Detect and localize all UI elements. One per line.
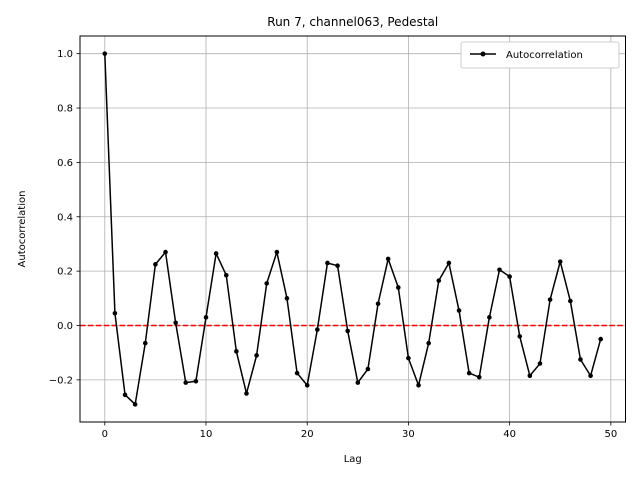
data-point [446, 260, 452, 266]
data-point [537, 361, 543, 366]
data-point [588, 373, 593, 379]
x-tick-label: 50 [604, 429, 617, 440]
data-point [527, 373, 533, 379]
data-point [284, 296, 290, 301]
data-point [568, 298, 573, 304]
data-point [223, 272, 229, 278]
data-point [122, 392, 128, 398]
data-point [426, 340, 431, 346]
data-point [416, 383, 421, 388]
y-tick-label: 0.4 [57, 212, 73, 223]
data-point [385, 256, 391, 262]
x-tick-label: 10 [200, 429, 213, 440]
data-point [163, 249, 168, 255]
data-series [102, 51, 604, 407]
chart-title: Run 7, channel063, Pedestal [267, 15, 438, 29]
x-tick-label: 30 [402, 429, 415, 440]
data-point [406, 355, 411, 361]
data-point [365, 366, 371, 372]
data-point [517, 334, 523, 339]
data-point [375, 301, 381, 307]
y-tick-label: 0.8 [57, 104, 73, 115]
data-point [153, 262, 158, 267]
data-point [335, 263, 340, 268]
data-point [102, 51, 108, 56]
data-point [112, 310, 118, 316]
y-tick-label: 0.2 [57, 267, 73, 278]
data-point [132, 402, 138, 407]
data-point [476, 374, 482, 380]
data-point [203, 315, 209, 320]
data-point [244, 391, 249, 396]
legend-marker-sample [480, 51, 486, 57]
data-point [274, 249, 280, 255]
y-axis-label: Autocorrelation [17, 191, 28, 268]
data-point [264, 281, 270, 286]
data-point [234, 349, 239, 354]
legend: Autocorrelation [460, 41, 620, 69]
data-point [578, 357, 583, 362]
data-point [355, 380, 361, 385]
plot-frame [79, 35, 626, 423]
y-tick-label: 0.6 [57, 158, 73, 169]
x-axis-label: Lag [344, 454, 362, 465]
data-point [345, 328, 350, 334]
x-tick-label: 0 [102, 429, 108, 440]
data-point [173, 320, 178, 326]
data-point [183, 380, 189, 385]
data-point [304, 383, 310, 388]
x-tick-label: 40 [503, 429, 516, 440]
data-point [598, 336, 604, 342]
data-point [436, 278, 442, 283]
y-tick-label: 1.0 [57, 49, 73, 60]
data-point [466, 370, 472, 376]
data-point [507, 274, 512, 279]
data-point [325, 260, 330, 266]
y-axis-ticks: −0.2 0.0 0.2 0.4 0.6 0.8 1.0 [49, 49, 80, 386]
data-point [487, 315, 492, 320]
data-point [315, 327, 320, 332]
y-tick-label: 0.0 [57, 321, 73, 332]
data-point [193, 378, 199, 384]
data-point [497, 267, 502, 273]
data-point [456, 308, 462, 313]
legend-label: Autocorrelation [506, 50, 583, 61]
x-axis-ticks: 0 10 20 30 40 50 [102, 422, 617, 440]
data-point [213, 251, 219, 256]
legend-box [460, 41, 620, 69]
y-tick-label: −0.2 [49, 375, 73, 386]
data-point [142, 340, 148, 346]
data-point [557, 259, 563, 264]
data-point [294, 370, 300, 376]
x-tick-label: 20 [301, 429, 314, 440]
data-point [395, 285, 401, 290]
data-point [254, 353, 259, 358]
data-point [547, 297, 553, 302]
